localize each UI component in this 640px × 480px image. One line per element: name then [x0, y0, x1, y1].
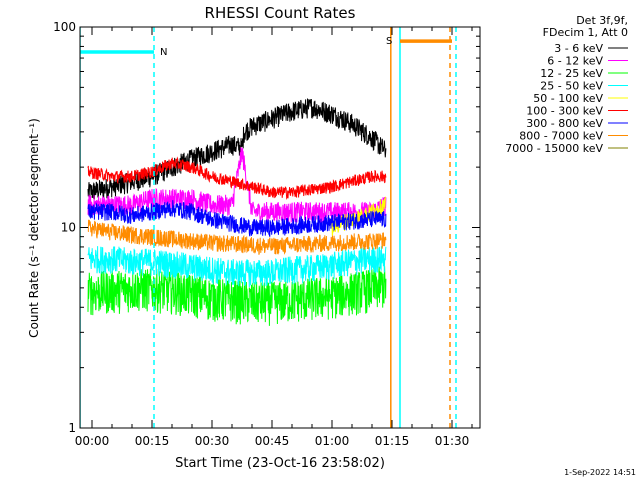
annotation-label: N — [160, 47, 167, 58]
legend-label: 6 - 12 keV — [547, 55, 603, 68]
plot-content: NS — [80, 27, 457, 428]
y-tick-label: 10 — [61, 221, 76, 235]
legend-label: 3 - 6 keV — [554, 42, 603, 55]
y-axis: 1 10 100 — [53, 20, 480, 435]
chart-title: RHESSI Count Rates — [205, 4, 356, 22]
series-line — [87, 219, 387, 255]
x-tick-label: 01:30 — [435, 434, 470, 448]
legend-header: Det 3f,9f, — [576, 14, 628, 27]
legend-label: 25 - 50 keV — [540, 80, 603, 93]
x-tick-label: 00:45 — [255, 434, 290, 448]
series-line — [87, 246, 387, 288]
x-axis-label: Start Time (23-Oct-16 23:58:02) — [175, 456, 385, 471]
annotation-label: S — [386, 36, 392, 47]
legend-label: 50 - 100 keV — [533, 92, 603, 105]
x-tick-label: 01:00 — [315, 434, 350, 448]
x-tick-label: 00:15 — [135, 434, 170, 448]
series-line — [87, 200, 387, 237]
y-axis-label: Count Rate (s⁻¹ detector segment⁻¹) — [27, 118, 41, 338]
legend-label: 800 - 7000 keV — [519, 130, 603, 143]
series-line — [87, 266, 387, 326]
legend-label: 12 - 25 keV — [540, 67, 603, 80]
plot-area: NS — [80, 27, 457, 428]
legend-label: 300 - 800 keV — [526, 117, 603, 130]
footer-timestamp: 1-Sep-2022 14:51 — [564, 468, 636, 477]
x-tick-label: 00:00 — [75, 434, 110, 448]
x-tick-label: 00:30 — [195, 434, 230, 448]
y-tick-label: 1 — [68, 421, 76, 435]
y-tick-label: 100 — [53, 20, 76, 34]
legend-header: FDecim 1, Att 0 — [543, 26, 628, 39]
series-line — [87, 156, 387, 201]
legend-label: 100 - 300 keV — [526, 105, 603, 118]
legend-label: 7000 - 15000 keV — [505, 142, 603, 155]
x-tick-label: 01:15 — [375, 434, 410, 448]
x-axis: 00:00 00:15 00:30 00:45 01:00 01:15 01:30 — [75, 27, 473, 448]
